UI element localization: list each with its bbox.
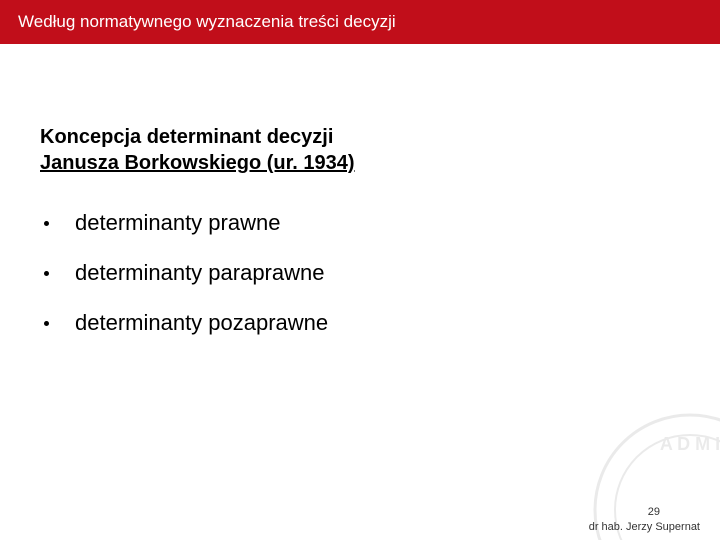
heading-line-2: Janusza Borkowskiego (ur. 1934) <box>40 150 680 176</box>
slide-heading: Koncepcja determinant decyzji Janusza Bo… <box>40 124 680 176</box>
svg-text:A D M I: A D M I <box>660 434 720 454</box>
footer-author: dr hab. Jerzy Supernat <box>589 521 700 533</box>
bullet-list: determinanty prawne determinanty parapra… <box>40 210 680 336</box>
page-number: 29 <box>589 505 700 519</box>
bullet-text: determinanty paraprawne <box>75 260 324 286</box>
bullet-icon <box>44 321 49 326</box>
slide-header-title: Według normatywnego wyznaczenia treści d… <box>18 12 396 32</box>
list-item: determinanty prawne <box>40 210 680 236</box>
slide-content: Koncepcja determinant decyzji Janusza Bo… <box>0 44 720 336</box>
heading-line-1: Koncepcja determinant decyzji <box>40 124 680 150</box>
bullet-text: determinanty prawne <box>75 210 280 236</box>
slide-header: Według normatywnego wyznaczenia treści d… <box>0 0 720 44</box>
bullet-text: determinanty pozaprawne <box>75 310 328 336</box>
list-item: determinanty paraprawne <box>40 260 680 286</box>
slide-footer: 29 dr hab. Jerzy Supernat <box>589 505 700 534</box>
bullet-icon <box>44 221 49 226</box>
list-item: determinanty pozaprawne <box>40 310 680 336</box>
bullet-icon <box>44 271 49 276</box>
